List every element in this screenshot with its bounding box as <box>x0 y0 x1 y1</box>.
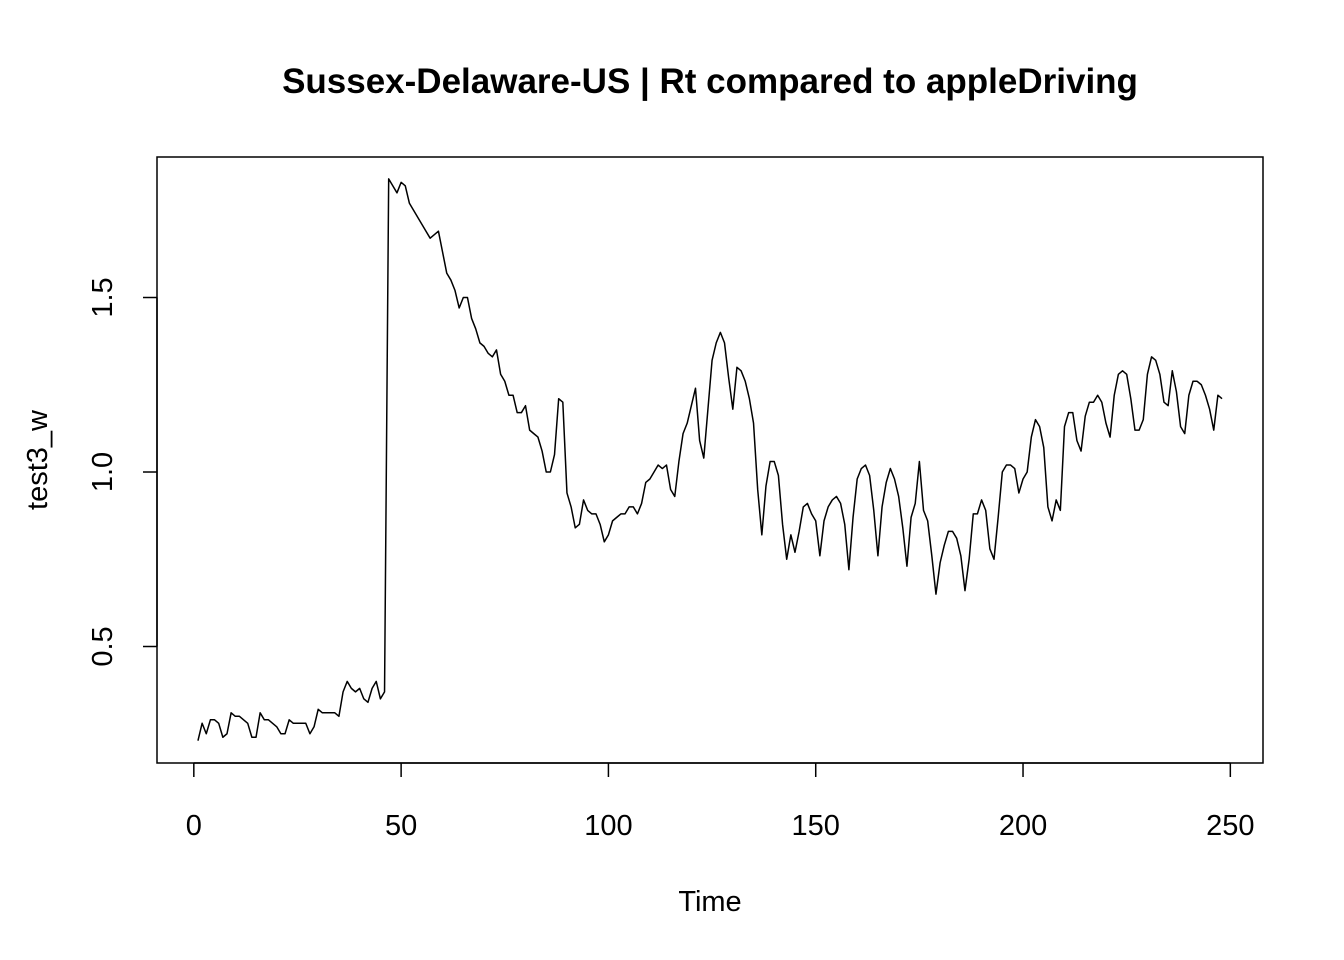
y-tick-label: 1.5 <box>87 277 119 317</box>
x-tick-label: 150 <box>792 810 840 842</box>
y-tick-label: 0.5 <box>87 626 119 666</box>
data-line <box>197 178 1223 741</box>
x-tick-label: 250 <box>1206 810 1254 842</box>
y-tick-label: 1.0 <box>87 452 119 492</box>
x-tick-label: 200 <box>999 810 1047 842</box>
y-axis-label: test3_w <box>22 409 54 510</box>
x-tick-label: 50 <box>385 810 417 842</box>
x-tick-label: 100 <box>584 810 632 842</box>
chart-title: Sussex-Delaware-US | Rt compared to appl… <box>282 62 1138 101</box>
x-tick-label: 0 <box>186 810 202 842</box>
x-axis-label: Time <box>678 886 741 918</box>
